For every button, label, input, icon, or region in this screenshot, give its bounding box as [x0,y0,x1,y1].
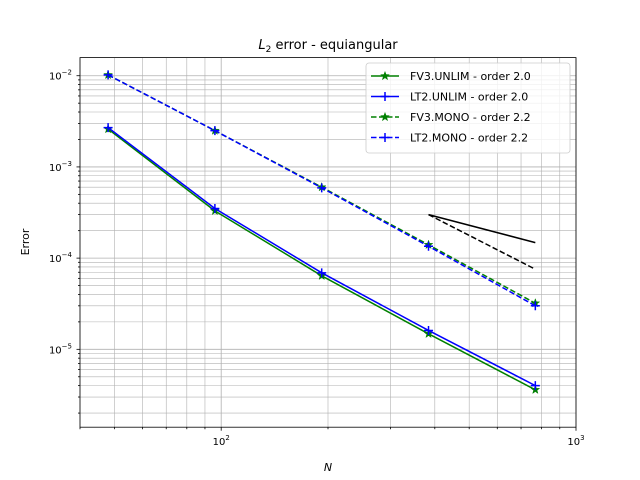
star-marker [379,70,391,81]
plus-marker [210,126,220,136]
plus-marker [317,268,327,278]
legend-label: FV3.UNLIM - order 2.0 [410,70,531,83]
y-tick-label-base: 10 [49,254,62,265]
x-tick-label-base: 10 [567,437,580,448]
y-tick-label: 10−3 [49,160,72,174]
x-tick-label-exponent: 2 [225,434,229,442]
plus-marker [380,92,390,101]
legend-label: FV3.MONO - order 2.2 [410,111,531,124]
chart-title: L2 error - equiangular [258,38,398,55]
plus-marker [103,70,113,80]
plus-marker [424,325,434,335]
series [103,123,540,391]
star-marker [379,111,391,122]
series [103,70,540,311]
y-tick-label-exponent: −5 [62,342,72,350]
plot-lines [103,69,541,395]
x-axis-label: N [324,461,332,474]
chart-title-subscript: 2 [266,45,272,55]
y-tick-label: 10−4 [49,251,73,265]
y-tick-label-exponent: −3 [62,160,72,168]
legend-label: LT2.MONO - order 2.2 [410,132,528,145]
y-tick-label-exponent: −2 [62,69,72,77]
legend-entry: FV3.MONO - order 2.2 [371,111,531,124]
plus-marker [380,133,390,142]
plus-marker [103,123,113,133]
x-tick-label: 102 [213,434,230,448]
y-tick-label-base: 10 [49,72,62,83]
plus-marker [210,204,220,214]
chart-title-main: L [258,38,265,53]
y-tick-label-base: 10 [49,163,62,174]
legend-entry: LT2.UNLIM - order 2.0 [371,91,528,104]
y-tick-label-base: 10 [49,345,62,356]
reference-slope-line [428,213,536,244]
legend-box [365,62,571,154]
chart-title-rest: error - equiangular [271,38,398,53]
x-tick-label: 103 [567,434,584,448]
y-tick-label-exponent: −4 [62,251,73,259]
x-tick-label-base: 10 [213,437,226,448]
y-tick-label: 10−5 [49,342,72,356]
y-axis-label: Error [19,228,32,255]
y-tick-label: 10−2 [49,69,72,83]
legend: FV3.UNLIM - order 2.0 LT2.UNLIM - order 2… [365,62,571,154]
plus-marker [530,381,540,391]
plus-marker [530,301,540,311]
x-tick-label-exponent: 3 [580,434,584,442]
legend-entry: FV3.UNLIM - order 2.0 [371,70,531,83]
legend-label: LT2.UNLIM - order 2.0 [410,91,528,104]
legend-entry: LT2.MONO - order 2.2 [371,132,528,145]
reference-slope-line [428,213,536,270]
plus-marker [317,183,327,193]
plus-marker [424,241,434,251]
